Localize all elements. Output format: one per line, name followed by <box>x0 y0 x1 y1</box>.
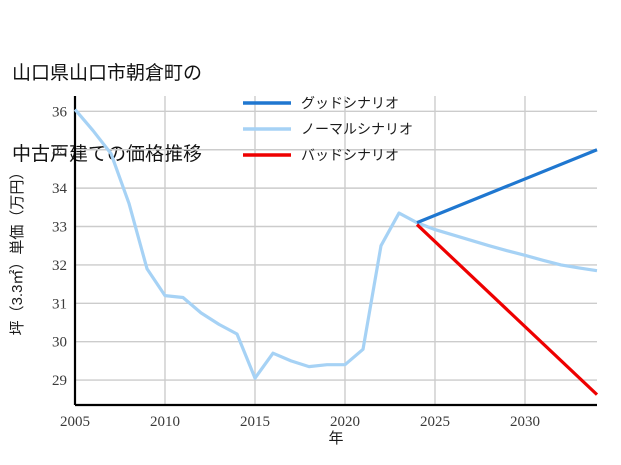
y-tick-label: 29 <box>52 373 67 389</box>
y-tick-label: 30 <box>52 335 67 351</box>
y-tick-label: 33 <box>52 220 67 236</box>
legend-label: グッドシナリオ <box>301 95 399 111</box>
y-axis-label: 坪（3.3㎡）単価（万円） <box>9 165 26 336</box>
axis-lines <box>73 96 597 407</box>
y-tick-labels: 29 30 31 32 33 34 35 36 <box>52 104 68 389</box>
x-tick-labels: 2005 2010 2015 2020 2025 2030 <box>60 414 540 430</box>
gridlines <box>74 96 597 405</box>
x-tick-label: 2010 <box>150 414 180 430</box>
y-tick-label: 34 <box>52 181 68 197</box>
x-tick-label: 2015 <box>240 414 270 430</box>
chart-title-line-1: 山口県山口市朝倉町の <box>12 63 203 84</box>
y-tick-label: 35 <box>52 143 67 159</box>
series-line <box>73 108 598 380</box>
y-tick-label: 36 <box>52 104 68 120</box>
y-tick-label: 31 <box>52 296 67 312</box>
series-lines <box>73 108 599 396</box>
legend-label: バッドシナリオ <box>301 147 399 163</box>
x-tick-label: 2030 <box>510 414 540 430</box>
series-line <box>415 223 599 396</box>
x-tick-label: 2005 <box>60 414 90 430</box>
x-axis-label: 年 <box>328 430 343 447</box>
legend-label: ノーマルシナリオ <box>301 121 413 137</box>
x-tick-label: 2020 <box>330 414 360 430</box>
y-tick-label: 32 <box>52 258 67 274</box>
x-tick-label: 2025 <box>420 414 450 430</box>
series-line <box>416 148 598 225</box>
